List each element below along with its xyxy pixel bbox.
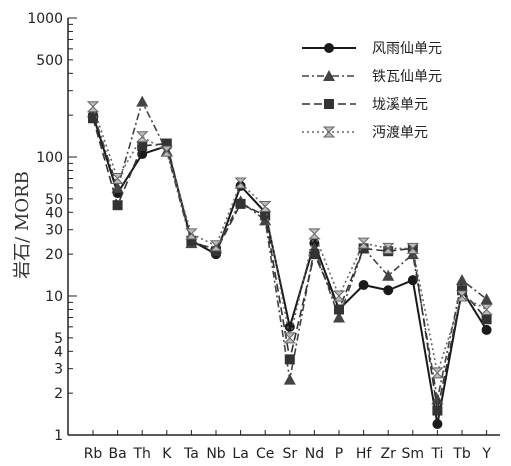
legend-label: 沔渡单元: [372, 125, 428, 141]
x-tick-label-rb: Rb: [84, 446, 103, 462]
x-tick-label-ta: Ta: [183, 446, 199, 462]
y-tick-label: 30: [45, 223, 63, 239]
series-2-point-sr: [283, 373, 296, 385]
series-3-point-tb: [457, 285, 467, 296]
series-3-point-ta: [186, 235, 197, 246]
y-tick-label: 5: [54, 331, 63, 347]
y-tick-label: 3: [54, 362, 63, 378]
series-4-point-rb: [86, 101, 100, 113]
series-4-point-zr: [381, 242, 395, 254]
x-tick-label-la: La: [232, 446, 248, 462]
series-4-point-p: [332, 290, 346, 302]
series-4-point-sm: [406, 242, 420, 254]
series-4-point-th: [135, 131, 149, 143]
series-4-point-tb: [455, 290, 469, 302]
series-3: [88, 113, 492, 416]
y-tick-label: 500: [36, 53, 63, 69]
x-tick-label-ti: Ti: [430, 446, 443, 462]
legend-label: 铁瓦仙单元: [372, 69, 442, 85]
series-4: [86, 101, 493, 379]
series-2-point-ti: [431, 393, 444, 405]
series-4-point-la: [234, 177, 247, 189]
series-1-point-ti: [432, 418, 443, 429]
y-tick-label: 10: [45, 289, 63, 305]
y-tick-label: 1000: [27, 11, 63, 27]
series-1-point-y: [481, 324, 492, 335]
legend-entry-1: 风雨仙单元: [302, 41, 442, 57]
series-2-point-y: [480, 293, 493, 305]
x-tick-label-th: Th: [132, 446, 150, 462]
series-4-point-ti: [431, 367, 444, 379]
series-4-point-hf: [357, 237, 370, 249]
legend-marker: [324, 99, 334, 109]
series-1-point-zr: [383, 285, 394, 296]
y-tick-label: 50: [45, 192, 63, 208]
series-4-point-ta: [185, 228, 198, 240]
legend-entry-2: 铁瓦仙单元: [302, 69, 442, 85]
x-ticks: Rb Ba Th K Ta Nb La Ce Sr Nd P Hf Zr Sm Ti Tb Y: [84, 430, 491, 462]
x-tick-label-p: P: [335, 446, 343, 462]
series-4-point-sr: [283, 332, 297, 344]
legend-entry-4: 沔渡单元: [302, 125, 428, 141]
series-3-point-ti: [432, 405, 443, 416]
legend-entry-3: 垅溪单元: [302, 97, 428, 113]
series-3-point-rb: [88, 113, 98, 124]
y-tick-label: 100: [36, 150, 63, 166]
series-2-point-tb: [456, 274, 468, 286]
x-tick-label-y: Y: [481, 446, 491, 462]
series-3-point-ce: [260, 210, 271, 221]
series-layer: [86, 95, 493, 429]
series-4-point-nd: [308, 228, 321, 240]
series-4-point-ce: [258, 201, 272, 213]
series-3-point-y: [481, 314, 492, 325]
series-4-point-y: [480, 303, 493, 315]
series-4-point-k: [160, 145, 174, 157]
x-tick-label-nd: Nd: [305, 446, 324, 462]
x-tick-label-hf: Hf: [356, 446, 373, 462]
legend-label: 风雨仙单元: [372, 41, 442, 57]
series-4-point-ba: [111, 173, 124, 185]
y-tick-label: 2: [54, 386, 63, 402]
series-2-point-zr: [382, 269, 395, 281]
series-3-point-k: [161, 138, 172, 149]
series-2-point-th: [136, 95, 149, 107]
y-axis-title: 岩石/ MORB: [12, 171, 33, 279]
x-tick-label-k: K: [162, 446, 172, 462]
x-tick-label-sm: Sm: [402, 446, 425, 462]
legend-label: 垅溪单元: [372, 97, 428, 113]
series-3-point-sr: [284, 354, 295, 365]
series-1-point-hf: [358, 279, 369, 290]
series-3-point-th: [137, 140, 148, 151]
series-3-point-la: [235, 198, 246, 209]
x-tick-label-zr: Zr: [381, 446, 397, 462]
series-4-point-nb: [209, 240, 223, 252]
legend-marker: [323, 70, 335, 81]
series-3-point-nd: [309, 249, 320, 260]
x-tick-label-ce: Ce: [256, 446, 274, 462]
x-tick-label-sr: Sr: [282, 446, 297, 462]
y-tick-label: 20: [45, 247, 63, 263]
legend-marker: [324, 43, 334, 53]
y-tick-label: 1: [54, 428, 63, 444]
series-2-point-p: [333, 311, 345, 323]
series-2-point-ba: [111, 181, 124, 193]
legend-marker: [322, 126, 336, 138]
axes: [67, 18, 500, 436]
series-3-point-p: [334, 304, 344, 315]
y-tick-label: 40: [45, 205, 63, 221]
x-tick-label-nb: Nb: [206, 446, 225, 462]
series-3-point-ba: [112, 200, 123, 211]
x-tick-label-tb: Tb: [452, 446, 471, 462]
y-tick-label: 4: [54, 344, 63, 360]
x-tick-label-ba: Ba: [109, 446, 127, 462]
